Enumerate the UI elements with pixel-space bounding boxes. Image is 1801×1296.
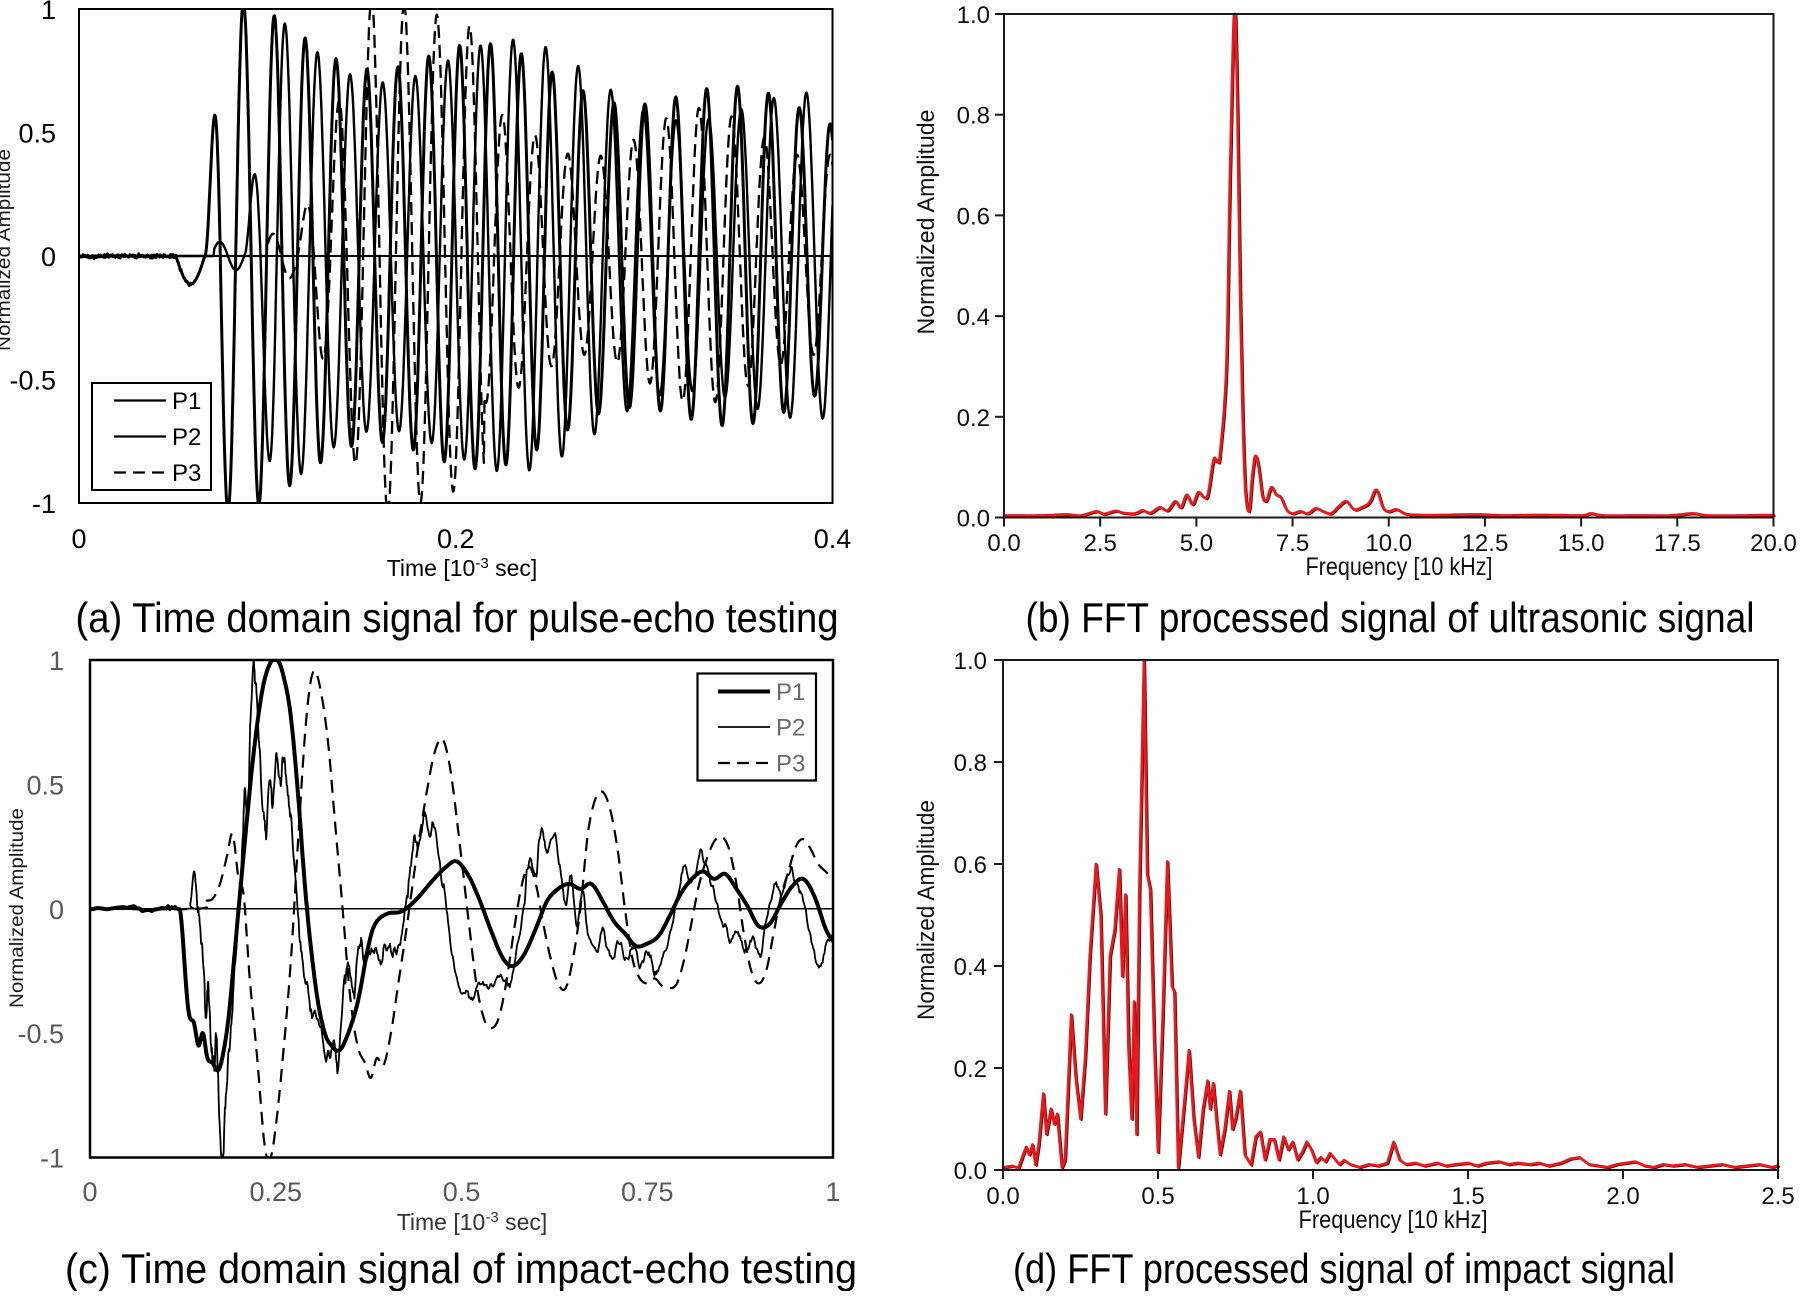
svg-text:0.6: 0.6 [957, 203, 990, 230]
svg-text:20.0: 20.0 [1750, 530, 1797, 557]
svg-text:P3: P3 [172, 460, 201, 487]
svg-text:0.5: 0.5 [26, 770, 64, 800]
svg-text:17.5: 17.5 [1654, 530, 1701, 557]
svg-text:-0.5: -0.5 [9, 366, 56, 396]
svg-text:7.5: 7.5 [1276, 530, 1309, 557]
svg-text:5.0: 5.0 [1180, 530, 1213, 557]
svg-text:0.6: 0.6 [954, 852, 987, 879]
svg-text:1: 1 [49, 646, 64, 676]
svg-text:10.0: 10.0 [1365, 530, 1412, 557]
svg-text:Normalized Amplitude: Normalized Amplitude [913, 110, 940, 335]
svg-text:0.0: 0.0 [987, 530, 1020, 557]
svg-text:Normalized Amplitude: Normalized Amplitude [0, 149, 15, 351]
svg-text:0: 0 [49, 895, 64, 925]
svg-text:0.5: 0.5 [443, 1177, 481, 1207]
svg-text:2.5: 2.5 [1084, 530, 1117, 557]
svg-text:15.0: 15.0 [1558, 530, 1605, 557]
svg-text:P1: P1 [776, 679, 805, 706]
svg-text:0.8: 0.8 [954, 750, 987, 777]
svg-text:0.0: 0.0 [957, 506, 990, 533]
svg-text:0.4: 0.4 [957, 304, 990, 331]
svg-text:0.75: 0.75 [621, 1177, 674, 1207]
svg-text:0.0: 0.0 [954, 1158, 987, 1185]
svg-text:1: 1 [825, 1177, 840, 1207]
svg-text:1.0: 1.0 [1296, 1183, 1329, 1210]
svg-text:P3: P3 [776, 750, 805, 777]
svg-text:0.2: 0.2 [954, 1056, 987, 1083]
svg-text:0: 0 [41, 242, 56, 272]
svg-text:0.25: 0.25 [249, 1177, 302, 1207]
svg-text:0.8: 0.8 [957, 103, 990, 130]
svg-text:0.5: 0.5 [18, 119, 56, 149]
svg-text:0.2: 0.2 [437, 524, 475, 554]
svg-text:Normalized Amplitude: Normalized Amplitude [7, 808, 28, 1008]
svg-text:P2: P2 [776, 715, 805, 742]
svg-text:12.5: 12.5 [1462, 530, 1509, 557]
svg-text:-0.5: -0.5 [17, 1019, 64, 1049]
svg-text:-1: -1 [32, 489, 56, 519]
svg-text:1.0: 1.0 [954, 648, 987, 675]
svg-text:0.4: 0.4 [814, 524, 852, 554]
svg-text:Normalized Amplitude: Normalized Amplitude [913, 800, 940, 1020]
svg-text:(a) Time domain signal for pul: (a) Time domain signal for pulse-echo te… [76, 594, 839, 641]
svg-text:Time [10-3 sec]: Time [10-3 sec] [397, 1209, 548, 1235]
svg-text:1.0: 1.0 [957, 2, 990, 29]
svg-text:0: 0 [71, 524, 86, 554]
svg-text:Frequency [10 kHz]: Frequency [10 kHz] [1306, 553, 1493, 581]
svg-text:0.2: 0.2 [957, 405, 990, 432]
svg-text:1: 1 [41, 0, 56, 25]
svg-text:1.5: 1.5 [1451, 1183, 1484, 1210]
svg-text:0.0: 0.0 [986, 1183, 1019, 1210]
svg-text:(c) Time domain signal of impa: (c) Time domain signal of impact-echo te… [65, 1245, 857, 1291]
svg-text:0: 0 [82, 1177, 97, 1207]
svg-text:-1: -1 [40, 1144, 64, 1174]
svg-text:Time [10-3 sec]: Time [10-3 sec] [387, 555, 538, 581]
svg-text:Frequency [10 kHz]: Frequency [10 kHz] [1299, 1206, 1488, 1234]
svg-text:0.4: 0.4 [954, 954, 987, 981]
svg-text:0.5: 0.5 [1141, 1183, 1174, 1210]
svg-text:P1: P1 [172, 388, 201, 415]
svg-text:2.5: 2.5 [1761, 1183, 1794, 1210]
svg-text:(b) FFT processed signal of ul: (b) FFT processed signal of ultrasonic s… [1026, 594, 1755, 641]
svg-text:(d) FFT processed signal of im: (d) FFT processed signal of impact signa… [1013, 1245, 1675, 1291]
svg-text:P2: P2 [172, 424, 201, 451]
svg-text:2.0: 2.0 [1606, 1183, 1639, 1210]
